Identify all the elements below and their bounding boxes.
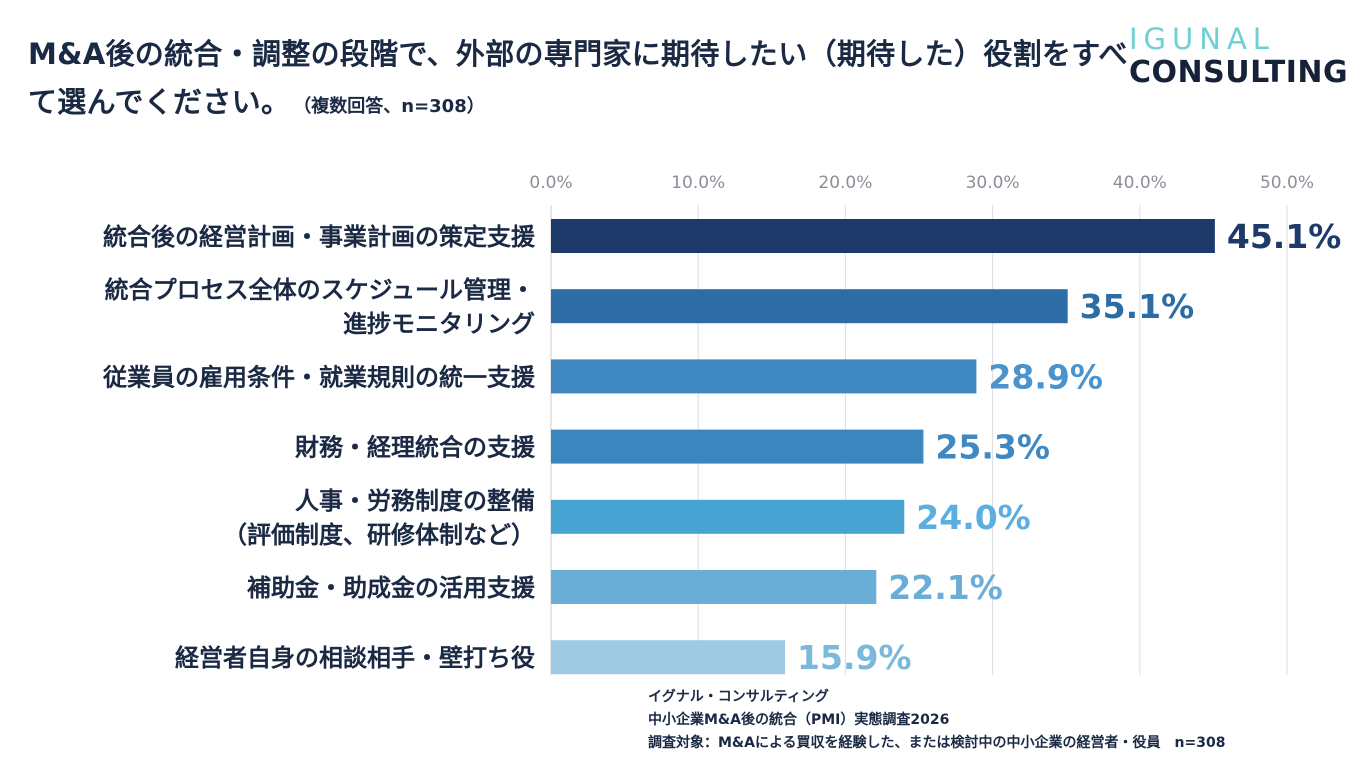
bar [551, 429, 924, 464]
category-label: 統合プロセス全体のスケジュール管理・ [105, 276, 535, 304]
value-label: 25.3% [935, 428, 1050, 467]
bar [551, 499, 905, 534]
x-tick-label: 0.0% [529, 173, 572, 193]
value-label: 35.1% [1080, 287, 1195, 326]
x-tick-label: 20.0% [818, 173, 872, 193]
bar [551, 359, 977, 394]
logo-top-text: IGUNAL [1129, 22, 1275, 56]
footer-survey-title: 中小企業M&A後の統合（PMI）実態調査2026 [648, 712, 950, 728]
footer-survey-target: 調査対象：M&Aによる買収を経験した、または検討中の中小企業の経営者・役員 n=… [648, 735, 1226, 751]
value-label: 28.9% [988, 357, 1102, 396]
category-label: 人事・労務制度の整備 [295, 487, 535, 515]
value-label: 24.0% [916, 498, 1031, 537]
category-label: 財務・経理統合の支援 [295, 434, 536, 462]
respondent-note: （複数回答、n=308） [302, 96, 485, 117]
category-label: 補助金・助成金の活用支援 [246, 574, 536, 602]
x-tick-label: 30.0% [966, 173, 1020, 193]
value-label: 15.9% [797, 638, 912, 677]
logo-bottom-text: CONSULTING [1129, 55, 1349, 90]
bar [551, 570, 877, 604]
category-label: 進捗モニタリング [343, 310, 535, 338]
category-label: （評価制度、研修体制など） [223, 521, 535, 549]
value-label: 22.1% [888, 568, 1003, 607]
footer-company: イグナル・コンサルティング [648, 689, 829, 705]
bar [551, 289, 1068, 324]
x-tick-label: 50.0% [1260, 173, 1314, 193]
question-text: M&A後の統合・調整の段階で、外部の専門家に期待したい（期待した）役割をすべて選… [28, 37, 1128, 119]
value-label: 45.1% [1227, 217, 1342, 256]
x-tick-label: 40.0% [1113, 173, 1167, 193]
company-logo: IGUNAL CONSULTING [1129, 22, 1349, 90]
x-tick-label: 10.0% [671, 173, 725, 193]
chart-title: M&A後の統合・調整の段階で、外部の専門家に期待したい（期待した）役割をすべて選… [28, 30, 1138, 131]
bar [551, 219, 1215, 253]
category-label: 統合後の経営計画・事業計画の策定支援 [103, 223, 536, 251]
source-footer: イグナル・コンサルティング 中小企業M&A後の統合（PMI）実態調査2026 調… [648, 686, 1225, 755]
category-label: 経営者自身の相談相手・壁打ち役 [175, 644, 535, 672]
bar [551, 640, 786, 675]
category-label: 従業員の雇用条件・就業規則の統一支援 [102, 363, 536, 391]
